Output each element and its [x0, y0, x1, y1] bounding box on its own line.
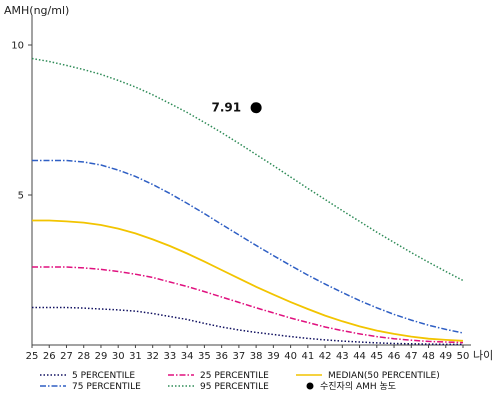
series-line	[32, 219, 464, 342]
legend-marker	[306, 382, 314, 390]
x-tick-label: 43	[336, 351, 349, 362]
legend-label: 25 PERCENTILE	[200, 371, 269, 381]
y-tick-label: 5	[18, 191, 24, 202]
x-tick-label: 31	[129, 351, 142, 362]
y-axis-title: AMH(ng/ml)	[4, 4, 69, 17]
y-tick-label: 10	[11, 41, 24, 52]
series-line	[32, 306, 463, 346]
legend-label: MEDIAN(50 PERCENTILE)	[328, 371, 440, 381]
x-tick-label: 25	[26, 351, 39, 362]
x-tick-label: 40	[284, 351, 297, 362]
x-tick-label: 35	[198, 351, 211, 362]
series-line	[32, 266, 464, 344]
x-tick-label: 50	[457, 351, 470, 362]
x-tick-label: 38	[250, 351, 263, 362]
x-tick-label: 36	[215, 351, 228, 362]
legend-label: 75 PERCENTILE	[72, 382, 141, 392]
x-tick-label: 46	[388, 351, 401, 362]
patient-amh-point	[250, 102, 262, 114]
legend-label: 95 PERCENTILE	[200, 382, 269, 392]
x-tick-label: 41	[301, 351, 314, 362]
x-tick-label: 37	[233, 351, 246, 362]
x-tick-label: 29	[95, 351, 108, 362]
x-tick-label: 32	[146, 351, 159, 362]
series-line	[31, 57, 464, 282]
plot-area: 5 10 25 26 27 28 29 30 31 32 33 34 35 36 37 38 39 40 41 42 4…	[11, 15, 493, 362]
x-tick-label: 42	[319, 351, 332, 362]
legend-label: 수진자의 AMH 농도	[320, 381, 396, 392]
patient-amh-label: 7.91	[212, 101, 242, 115]
x-tick-label: 34	[181, 351, 194, 362]
legend-label: 5 PERCENTILE	[72, 371, 135, 381]
x-tick-label: 48	[422, 351, 435, 362]
x-tick-label: 39	[267, 351, 280, 362]
x-tick-label: 30	[112, 351, 125, 362]
x-tick-label: 44	[353, 351, 366, 362]
x-tick-label: 49	[439, 351, 452, 362]
x-tick-label: 33	[164, 351, 177, 362]
x-tick-label: 47	[405, 351, 418, 362]
x-tick-label: 27	[60, 351, 73, 362]
x-tick-label: 28	[77, 351, 90, 362]
series-line	[32, 159, 464, 334]
x-tick-label: 45	[370, 351, 383, 362]
x-axis-title: 나이	[473, 349, 493, 362]
x-tick-label: 26	[43, 351, 56, 362]
